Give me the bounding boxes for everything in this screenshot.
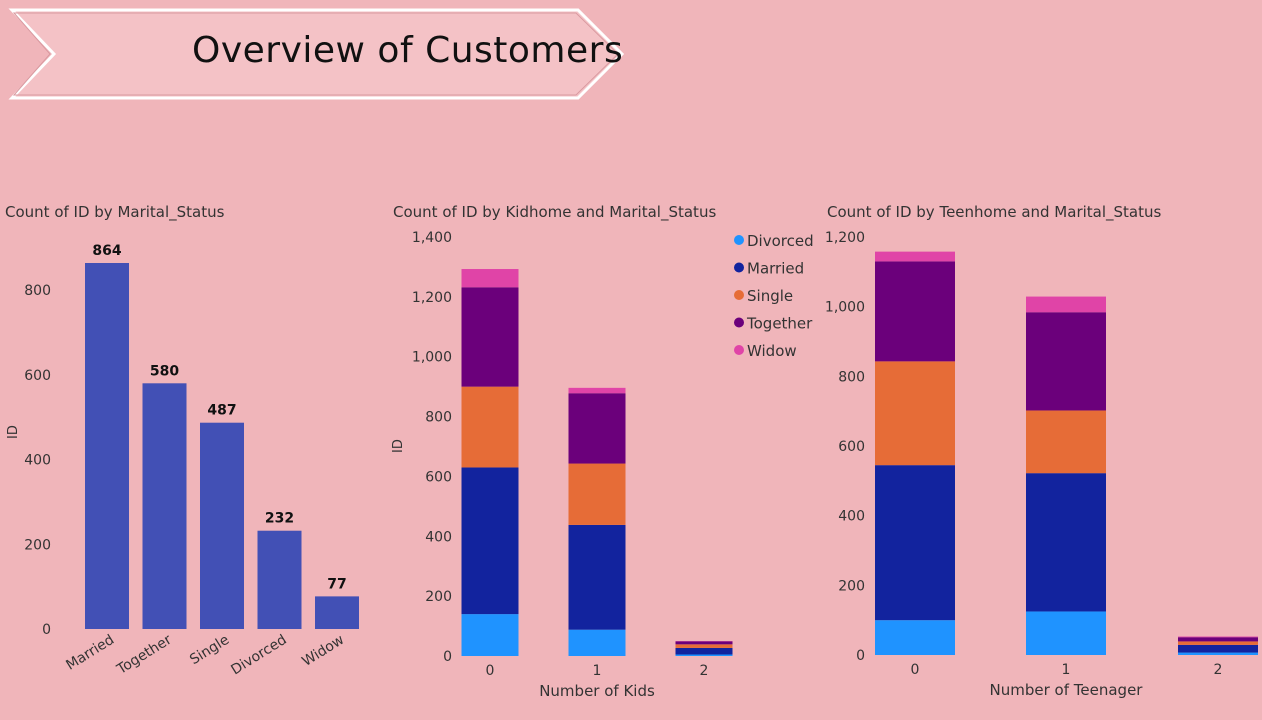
bar-segment-together-0 [461,287,519,387]
y-tick-label: 400 [24,453,51,469]
y-tick-label: 600 [838,439,865,455]
bar-segment-married-2 [1178,644,1258,653]
bar-segment-together-2 [675,641,733,645]
chart-3-title: Count of ID by Teenhome and Marital_Stat… [827,203,1162,221]
bar-together [142,383,187,629]
bar-segment-together-1 [1026,312,1106,411]
bar-segment-widow-0 [875,251,955,262]
legend-marker-married [734,262,744,273]
y-axis-label: ID [6,425,21,439]
bar-segment-divorced-0 [461,614,519,656]
bar-segment-widow-1 [1026,296,1106,313]
y-tick-label: 400 [425,529,452,545]
x-axis-label: Number of Kids [539,682,655,700]
bar-segment-single-2 [675,644,733,648]
bar-single [200,422,244,629]
y-tick-label: 1,000 [412,350,452,366]
y-tick-label: 600 [425,469,452,485]
bar-segment-together-0 [875,261,955,362]
x-tick-label-1: 1 [593,663,602,679]
y-tick-label: 0 [42,622,51,638]
bar-segment-widow-2 [1178,636,1258,638]
data-label-widow: 77 [327,576,346,592]
bar-segment-divorced-1 [568,629,626,656]
bar-segment-married-0 [461,467,519,615]
bar-segment-married-0 [875,465,955,621]
x-tick-label-2: 2 [1214,662,1223,678]
bar-segment-married-1 [1026,473,1106,612]
legend-marker-single [734,290,744,300]
legend-label-single: Single [747,287,793,305]
bar-segment-single-1 [568,463,626,525]
bar-segment-together-2 [1178,637,1258,642]
x-tick-label-0: 0 [486,663,495,679]
data-label-together: 580 [150,363,179,379]
chart-2-title: Count of ID by Kidhome and Marital_Statu… [393,203,717,221]
bar-segment-married-2 [675,647,733,655]
bar-segment-together-1 [568,393,626,464]
y-tick-label: 400 [838,509,865,525]
y-tick-label: 1,400 [412,230,452,246]
y-tick-label: 0 [856,648,865,664]
bar-segment-widow-1 [568,387,626,394]
bar-segment-single-0 [875,361,955,466]
bar-segment-divorced-2 [675,654,733,656]
bar-segment-single-2 [1178,641,1258,645]
y-tick-label: 800 [425,410,452,426]
legend-marker-together [734,317,744,328]
y-tick-label: 1,200 [412,290,452,306]
legend-label-widow: Widow [747,342,797,360]
bar-widow [315,596,359,629]
y-tick-label: 600 [24,368,51,384]
data-label-divorced: 232 [265,511,294,527]
x-tick-label-0: 0 [911,662,920,678]
data-label-single: 487 [207,403,236,419]
x-tick-label-2: 2 [700,663,709,679]
page-title: Overview of Customers [192,30,624,71]
y-tick-label: 800 [24,283,51,299]
legend-marker-divorced [734,235,744,245]
bar-segment-divorced-0 [875,620,955,655]
bar-segment-widow-0 [461,269,519,288]
legend-label-married: Married [747,260,804,278]
y-tick-label: 0 [443,649,452,665]
title-banner [8,8,625,100]
bar-segment-married-1 [568,524,626,630]
bar-divorced [257,530,302,629]
chart-1-title: Count of ID by Marital_Status [5,203,225,221]
x-axis-label: Number of Teenager [990,681,1144,699]
y-tick-label: 200 [425,589,452,605]
y-axis-label: ID [391,439,406,453]
bar-segment-divorced-2 [1178,652,1258,655]
bar-segment-single-1 [1026,410,1106,474]
y-tick-label: 800 [838,369,865,385]
bar-segment-single-0 [461,386,519,468]
legend-label-divorced: Divorced [747,232,814,250]
y-tick-label: 200 [24,537,51,553]
y-tick-label: 200 [838,578,865,594]
x-tick-label-1: 1 [1062,662,1071,678]
legend-label-together: Together [746,315,813,333]
bar-married [85,263,129,629]
legend-marker-widow [734,345,744,355]
data-label-married: 864 [92,243,121,259]
y-tick-label: 1,000 [825,300,865,316]
y-tick-label: 1,200 [825,230,865,246]
bar-segment-divorced-1 [1026,611,1106,655]
